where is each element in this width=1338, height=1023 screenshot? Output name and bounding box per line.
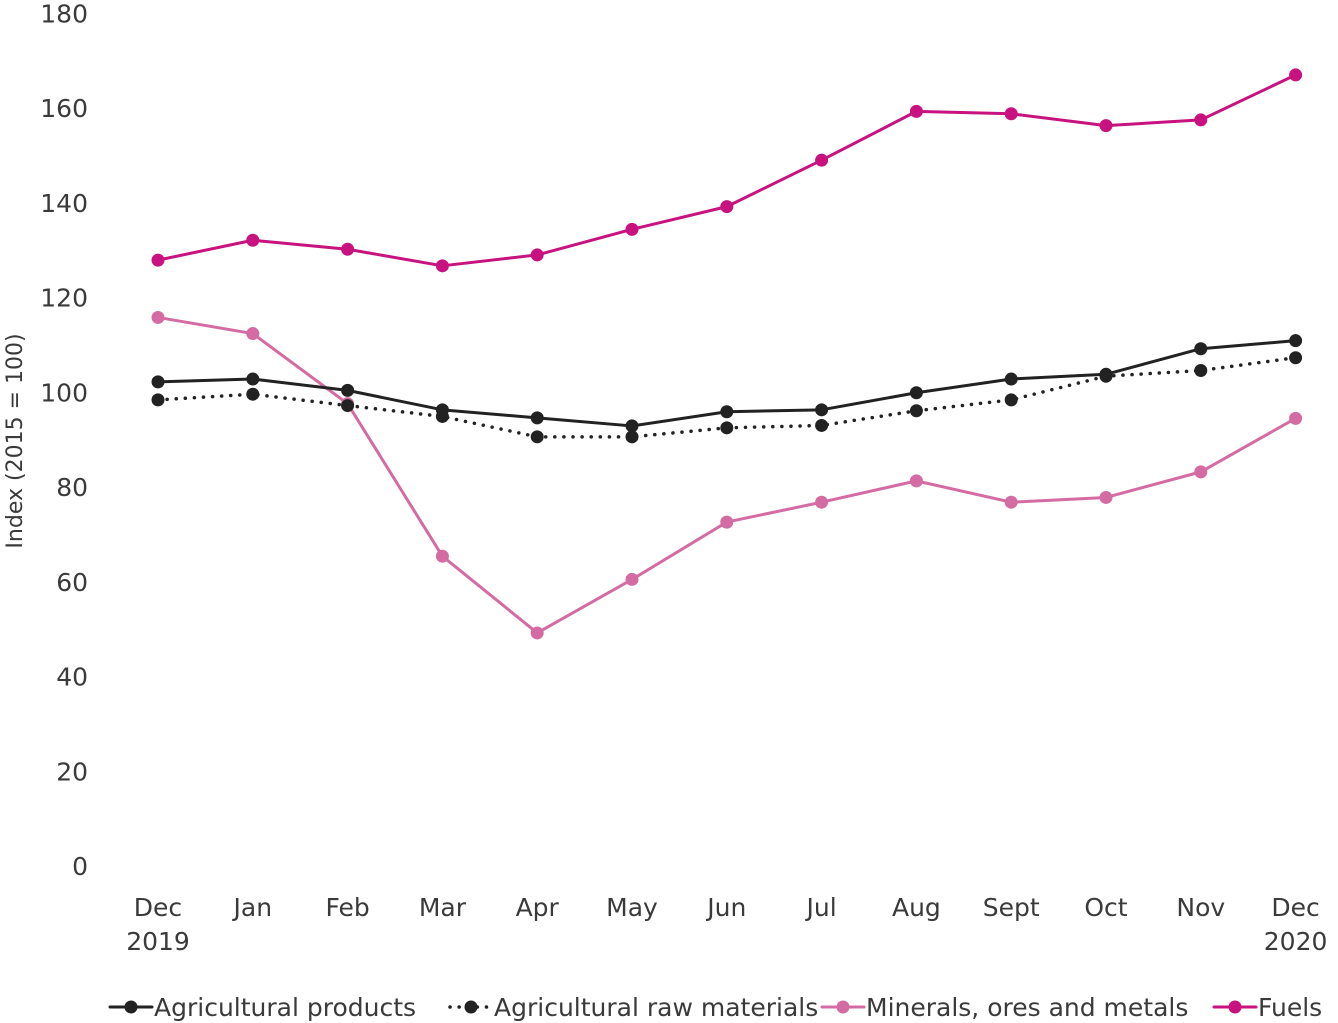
series-line: [156, 73, 1298, 268]
x-tick-label: May: [606, 893, 658, 922]
y-tick-label: 40: [56, 663, 88, 692]
data-point: [625, 419, 639, 433]
data-point: [435, 403, 449, 417]
legend-swatch-marker: [1228, 1000, 1242, 1014]
legend-item: Fuels: [1212, 993, 1322, 1022]
data-point: [1004, 372, 1018, 386]
series-group: [151, 310, 1303, 640]
data-point: [625, 222, 639, 236]
y-tick-label: 0: [72, 852, 88, 881]
series-group: [151, 68, 1303, 273]
y-tick-label: 160: [40, 94, 88, 123]
data-point: [909, 104, 923, 118]
legend-item: Minerals, ores and metals: [820, 993, 1188, 1022]
legend-swatch-marker: [836, 1000, 850, 1014]
y-tick-label: 60: [56, 568, 88, 597]
x-tick-label: Jan: [232, 893, 273, 922]
x-tick-label: Nov: [1176, 893, 1225, 922]
y-tick-label: 80: [56, 473, 88, 502]
data-point: [1004, 393, 1018, 407]
x-tick-label: Apr: [516, 893, 560, 922]
x-tick-label: 2019: [126, 927, 190, 956]
x-tick-label: Feb: [325, 893, 369, 922]
y-tick-label: 140: [40, 189, 88, 218]
legend-label: Fuels: [1258, 993, 1322, 1022]
data-point: [625, 430, 639, 444]
data-point: [1099, 119, 1113, 133]
data-point: [1099, 490, 1113, 504]
x-tick-label: Jul: [805, 893, 837, 922]
y-axis-title: Index (2015 = 100): [3, 333, 28, 548]
data-point: [815, 418, 829, 432]
series-group: [151, 334, 1303, 433]
data-point: [151, 375, 165, 389]
data-point: [1194, 364, 1208, 378]
data-point: [909, 386, 923, 400]
series-layer: [151, 68, 1303, 640]
data-point: [1099, 367, 1113, 381]
legend-label: Agricultural raw materials: [494, 993, 818, 1022]
data-point: [530, 248, 544, 262]
data-point: [1194, 465, 1208, 479]
data-point: [815, 495, 829, 509]
data-point: [1289, 351, 1303, 365]
legend-label: Minerals, ores and metals: [866, 993, 1188, 1022]
data-point: [246, 327, 260, 341]
y-tick-label: 180: [40, 0, 88, 28]
x-tick-label: Mar: [419, 893, 467, 922]
data-point: [1194, 113, 1208, 127]
x-axis-ticks: Dec 2019 Jan Feb Mar Apr May Jun Jul Aug Sept Oct No…: [126, 893, 1327, 956]
data-point: [435, 549, 449, 563]
legend-label: Agricultural products: [154, 993, 416, 1022]
data-point: [1004, 495, 1018, 509]
data-point: [625, 572, 639, 586]
data-point: [341, 242, 355, 256]
data-point: [341, 383, 355, 397]
x-tick-label: Jun: [705, 893, 746, 922]
data-point: [720, 421, 734, 435]
x-tick-label: 2020: [1264, 927, 1328, 956]
data-point: [815, 153, 829, 167]
data-point: [1194, 342, 1208, 356]
y-tick-label: 20: [56, 757, 88, 786]
legend-swatch-marker: [124, 1000, 138, 1014]
x-tick-label: Oct: [1084, 893, 1127, 922]
data-point: [151, 310, 165, 324]
series-group: [151, 351, 1303, 444]
x-tick-label: Dec: [134, 893, 182, 922]
data-point: [1289, 68, 1303, 82]
data-point: [246, 233, 260, 247]
data-point: [1289, 334, 1303, 348]
data-point: [909, 474, 923, 488]
legend-swatch-marker: [464, 1000, 478, 1014]
data-point: [909, 404, 923, 418]
data-point: [435, 259, 449, 273]
data-point: [530, 430, 544, 444]
data-point: [151, 253, 165, 267]
data-point: [246, 387, 260, 401]
data-point: [530, 411, 544, 425]
data-point: [720, 515, 734, 529]
data-point: [246, 372, 260, 386]
y-axis-ticks: 0 20 40 60 80 100 120 140 160 180: [40, 0, 88, 881]
legend: Agricultural products Agricultural raw ma…: [108, 993, 1322, 1022]
x-tick-label: Aug: [892, 893, 941, 922]
x-tick-label: Dec: [1271, 893, 1319, 922]
data-point: [341, 399, 355, 413]
legend-item: Agricultural products: [108, 993, 416, 1022]
data-point: [151, 393, 165, 407]
data-point: [720, 200, 734, 214]
data-point: [815, 403, 829, 417]
data-point: [1004, 107, 1018, 121]
y-tick-label: 120: [40, 284, 88, 313]
data-point: [530, 626, 544, 640]
data-point: [1289, 411, 1303, 425]
series-line: [156, 315, 1298, 635]
x-tick-label: Sept: [983, 893, 1040, 922]
y-tick-label: 100: [40, 378, 88, 407]
data-point: [720, 405, 734, 419]
legend-item: Agricultural raw materials: [448, 993, 818, 1022]
